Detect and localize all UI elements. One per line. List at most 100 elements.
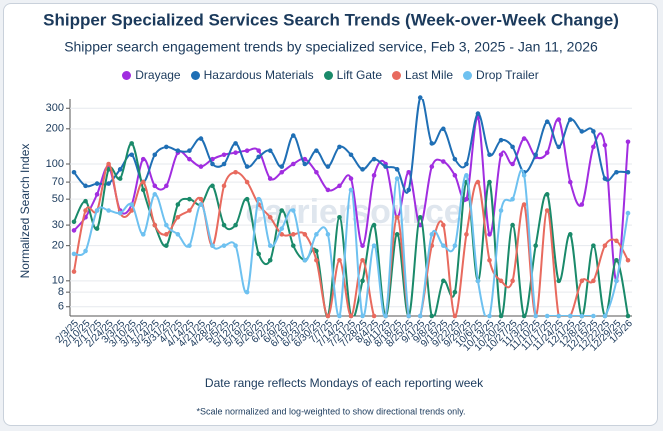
- data-point: [314, 257, 319, 263]
- data-point: [129, 152, 135, 158]
- data-point: [175, 214, 181, 220]
- data-point: [452, 289, 458, 295]
- data-point: [498, 313, 504, 319]
- data-point: [71, 169, 77, 175]
- data-point: [233, 169, 238, 175]
- data-point: [498, 208, 504, 213]
- data-point: [129, 202, 135, 207]
- data-point: [348, 176, 354, 181]
- data-point: [452, 173, 458, 178]
- data-point: [614, 278, 619, 284]
- data-point: [579, 278, 585, 284]
- data-point: [556, 117, 562, 122]
- legend-swatch: [323, 70, 333, 80]
- data-point: [164, 243, 169, 248]
- data-point: [510, 196, 515, 202]
- data-point: [302, 161, 308, 167]
- data-point: [521, 202, 527, 207]
- data-point: [140, 232, 146, 237]
- data-point: [360, 167, 365, 172]
- data-point: [498, 278, 504, 284]
- data-point: [187, 196, 192, 202]
- data-point: [602, 176, 608, 181]
- data-point: [429, 164, 435, 169]
- data-point: [140, 187, 146, 193]
- data-point: [244, 179, 250, 185]
- data-point: [544, 192, 550, 197]
- data-point: [279, 164, 285, 169]
- data-point: [325, 232, 331, 237]
- data-point: [314, 169, 319, 175]
- data-point: [429, 313, 435, 319]
- legend-item[interactable]: Drop Trailer: [463, 68, 539, 82]
- data-point: [487, 257, 492, 263]
- data-point: [510, 161, 515, 167]
- y-tick-label: 10: [52, 275, 64, 287]
- data-point: [187, 243, 192, 248]
- legend: Drayage Hazardous Materials Lift Gate Last …: [4, 68, 657, 82]
- data-point: [94, 208, 100, 213]
- data-point: [510, 144, 515, 150]
- data-point: [337, 183, 342, 189]
- y-tick-label: 20: [52, 240, 64, 252]
- data-point: [579, 313, 585, 319]
- data-point: [83, 183, 88, 189]
- data-point: [614, 169, 619, 175]
- chart: Shipper Specialized Services Search Tren…: [18, 10, 635, 416]
- data-point: [221, 152, 227, 158]
- data-point: [394, 214, 400, 220]
- legend-item[interactable]: Hazardous Materials: [190, 68, 314, 82]
- data-point: [83, 208, 88, 213]
- data-point: [591, 278, 596, 284]
- data-point: [314, 248, 319, 254]
- y-tick-label: 100: [46, 158, 64, 170]
- data-point: [567, 179, 573, 185]
- data-point: [267, 214, 273, 220]
- data-point: [337, 257, 342, 263]
- data-point: [164, 222, 169, 228]
- data-point: [71, 251, 77, 257]
- data-point: [187, 156, 192, 162]
- legend-item[interactable]: Lift Gate: [323, 68, 382, 82]
- data-point: [487, 152, 492, 158]
- data-point: [244, 148, 250, 153]
- data-point: [371, 243, 377, 248]
- data-point: [429, 141, 435, 146]
- data-point: [267, 243, 273, 248]
- data-point: [71, 269, 77, 274]
- data-point: [279, 169, 285, 175]
- y-tick-label: 70: [52, 176, 64, 188]
- data-point: [417, 95, 423, 100]
- data-point: [544, 150, 550, 155]
- data-point: [314, 232, 319, 237]
- y-axis-title: Normalized Search Index: [18, 144, 32, 279]
- data-point: [591, 313, 596, 319]
- data-point: [279, 208, 285, 213]
- data-point: [348, 152, 354, 158]
- y-tick-label: 50: [52, 193, 64, 205]
- data-point: [475, 111, 481, 116]
- data-point: [314, 148, 319, 153]
- data-point: [464, 196, 469, 202]
- data-point: [129, 208, 135, 213]
- data-point: [256, 148, 261, 153]
- data-point: [290, 208, 296, 213]
- legend-swatch: [190, 70, 200, 80]
- data-point: [233, 243, 238, 248]
- card: Drayage Hazardous Materials Lift Gate Last …: [3, 3, 658, 426]
- data-point: [556, 144, 562, 150]
- data-point: [452, 156, 458, 162]
- data-point: [544, 313, 550, 319]
- data-point: [325, 164, 331, 169]
- data-point: [129, 141, 135, 146]
- data-point: [140, 179, 146, 185]
- legend-item[interactable]: Drayage: [122, 68, 181, 82]
- legend-item[interactable]: Last Mile: [392, 68, 453, 82]
- data-point: [117, 210, 123, 216]
- data-point: [290, 232, 296, 237]
- data-point: [233, 141, 238, 146]
- data-point: [221, 222, 227, 228]
- legend-swatch: [122, 70, 132, 80]
- data-point: [360, 257, 365, 263]
- data-point: [244, 196, 250, 202]
